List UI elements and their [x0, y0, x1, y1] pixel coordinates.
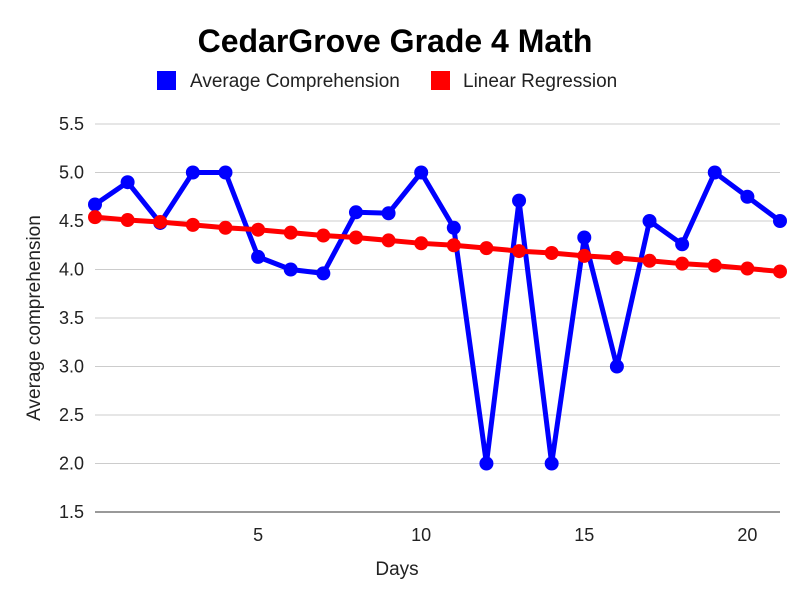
y-tick-label: 2.5 — [59, 405, 84, 425]
legend-swatch-average-comprehension — [157, 71, 176, 90]
y-tick-label: 2.0 — [59, 454, 84, 474]
x-tick-label: 5 — [253, 525, 263, 545]
y-tick-label: 4.5 — [59, 211, 84, 231]
data-point — [120, 175, 135, 190]
data-point — [707, 165, 722, 180]
x-tick-label: 20 — [737, 525, 757, 545]
x-tick-label: 10 — [411, 525, 431, 545]
data-point — [512, 193, 527, 208]
data-point — [316, 266, 331, 281]
data-point — [251, 249, 266, 264]
data-point — [740, 189, 755, 204]
data-point — [773, 214, 787, 228]
data-point — [381, 206, 396, 221]
legend-label-linear-regression: Linear Regression — [463, 71, 617, 92]
data-point — [479, 456, 494, 471]
data-point — [446, 220, 461, 235]
y-tick-label: 5.5 — [59, 114, 84, 134]
series-line — [92, 170, 783, 466]
data-point — [381, 233, 396, 248]
data-point — [675, 237, 690, 252]
data-point — [414, 165, 429, 180]
data-point — [707, 258, 722, 273]
chart-title: CedarGrove Grade 4 Math — [198, 23, 593, 59]
data-point — [609, 250, 624, 265]
data-point — [414, 236, 429, 251]
data-point — [185, 217, 200, 232]
data-point — [544, 456, 559, 471]
data-point — [283, 262, 298, 277]
data-point — [88, 197, 102, 212]
data-point — [773, 264, 787, 279]
data-point — [316, 228, 331, 243]
y-tick-label: 4.0 — [59, 260, 84, 280]
data-point — [251, 222, 266, 237]
y-axis-label: Average comprehension — [24, 215, 45, 421]
data-point — [740, 261, 755, 276]
data-point — [153, 214, 168, 229]
data-point — [218, 165, 233, 180]
x-axis-ticks: 5 10 15 20 — [253, 525, 757, 545]
data-point — [544, 246, 559, 261]
x-axis-label: Days — [375, 559, 418, 580]
y-tick-label: 5.0 — [59, 163, 84, 183]
data-point — [88, 210, 102, 225]
legend-item-linear-regression: Linear Regression — [431, 71, 617, 92]
data-point — [577, 248, 592, 263]
legend-item-average-comprehension: Average Comprehension — [157, 71, 400, 92]
data-point — [348, 230, 363, 245]
series-line — [92, 214, 783, 274]
gridlines — [95, 123, 780, 513]
data-point — [283, 225, 298, 240]
x-tick-label: 15 — [574, 525, 594, 545]
data-point — [512, 244, 527, 259]
y-tick-label: 3.5 — [59, 308, 84, 328]
series-linear-regression — [88, 210, 787, 279]
y-axis-ticks: 1.5 2.0 2.5 3.0 3.5 4.0 4.5 5.0 5.5 — [59, 114, 84, 522]
legend-label-average-comprehension: Average Comprehension — [190, 71, 400, 92]
data-point — [120, 213, 135, 228]
y-tick-label: 1.5 — [59, 502, 84, 522]
legend: Average Comprehension Linear Regression — [157, 71, 617, 92]
data-point — [479, 241, 494, 256]
data-point — [348, 205, 363, 220]
data-point — [185, 165, 200, 180]
series-layer — [88, 165, 787, 471]
y-tick-label: 3.0 — [59, 357, 84, 377]
data-point — [642, 214, 657, 228]
data-point — [446, 238, 461, 253]
data-point — [609, 359, 624, 374]
data-point — [218, 220, 233, 235]
data-point — [577, 230, 592, 245]
legend-swatch-linear-regression — [431, 71, 450, 90]
data-point — [642, 253, 657, 268]
data-point — [675, 256, 690, 271]
